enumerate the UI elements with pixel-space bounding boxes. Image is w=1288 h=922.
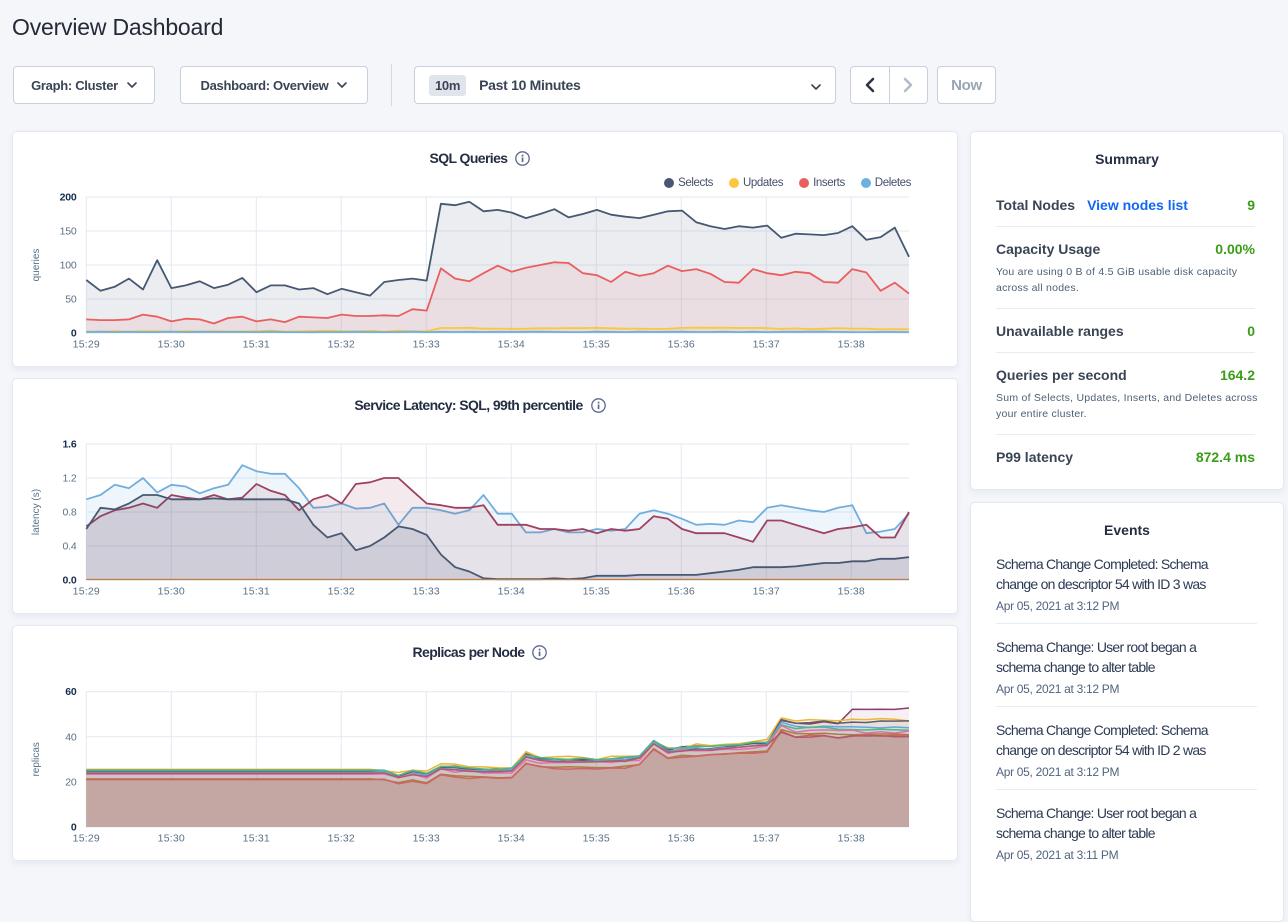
svg-text:15:34: 15:34 xyxy=(498,339,525,351)
svg-text:100: 100 xyxy=(60,260,77,272)
svg-text:15:32: 15:32 xyxy=(328,586,355,598)
svg-text:15:35: 15:35 xyxy=(583,339,610,351)
svg-text:15:37: 15:37 xyxy=(753,339,780,351)
svg-text:15:38: 15:38 xyxy=(838,339,865,351)
svg-text:60: 60 xyxy=(65,686,77,698)
svg-text:15:31: 15:31 xyxy=(243,339,270,351)
svg-text:200: 200 xyxy=(60,192,77,204)
svg-text:latency (s): latency (s) xyxy=(31,489,42,535)
svg-text:15:37: 15:37 xyxy=(753,586,780,598)
svg-text:40: 40 xyxy=(65,731,77,743)
svg-text:15:35: 15:35 xyxy=(583,586,610,598)
svg-text:15:38: 15:38 xyxy=(838,833,865,845)
svg-text:15:32: 15:32 xyxy=(328,339,355,351)
svg-text:15:29: 15:29 xyxy=(73,586,100,598)
svg-text:150: 150 xyxy=(60,226,77,238)
svg-text:20: 20 xyxy=(65,776,77,788)
svg-text:0: 0 xyxy=(71,822,77,834)
svg-text:15:29: 15:29 xyxy=(73,833,100,845)
svg-text:15:36: 15:36 xyxy=(668,339,695,351)
svg-text:50: 50 xyxy=(65,294,77,306)
svg-text:15:29: 15:29 xyxy=(73,339,100,351)
svg-text:15:30: 15:30 xyxy=(158,833,185,845)
svg-text:0.0: 0.0 xyxy=(63,575,77,587)
svg-text:15:32: 15:32 xyxy=(328,833,355,845)
svg-text:15:34: 15:34 xyxy=(498,833,525,845)
svg-text:15:34: 15:34 xyxy=(498,586,525,598)
svg-text:1.2: 1.2 xyxy=(63,473,77,485)
svg-text:15:30: 15:30 xyxy=(158,339,185,351)
svg-text:15:36: 15:36 xyxy=(668,586,695,598)
svg-text:0: 0 xyxy=(71,328,77,340)
svg-text:1.6: 1.6 xyxy=(63,439,77,451)
svg-text:0.8: 0.8 xyxy=(63,507,77,519)
svg-text:15:33: 15:33 xyxy=(413,586,440,598)
svg-text:15:38: 15:38 xyxy=(838,586,865,598)
svg-text:0.4: 0.4 xyxy=(63,541,77,553)
svg-text:15:33: 15:33 xyxy=(413,339,440,351)
svg-text:15:31: 15:31 xyxy=(243,586,270,598)
svg-text:15:33: 15:33 xyxy=(413,833,440,845)
svg-text:replicas: replicas xyxy=(31,742,42,776)
svg-text:queries: queries xyxy=(31,249,42,282)
svg-text:15:35: 15:35 xyxy=(583,833,610,845)
svg-text:15:30: 15:30 xyxy=(158,586,185,598)
svg-text:15:31: 15:31 xyxy=(243,833,270,845)
svg-text:15:36: 15:36 xyxy=(668,833,695,845)
svg-text:15:37: 15:37 xyxy=(753,833,780,845)
